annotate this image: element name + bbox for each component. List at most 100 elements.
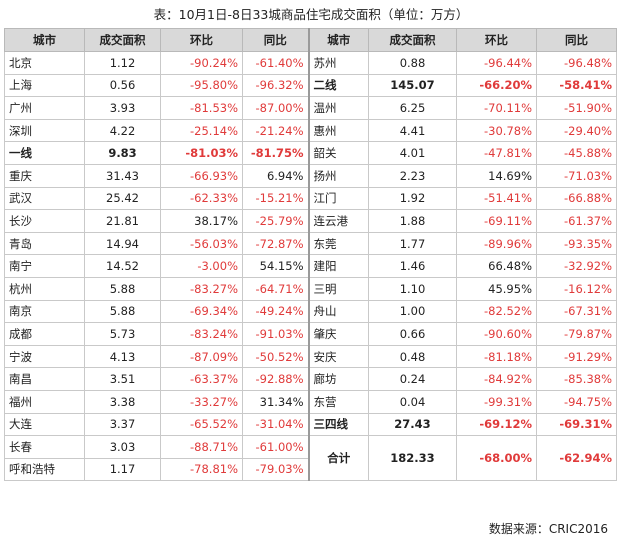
table-row: 青岛 14.94 -56.03% -72.87% 东莞 1.77 -89.96% -93.35… <box>4 231 617 256</box>
cell-yoy-left: -15.21% <box>242 186 309 211</box>
table-body: 北京 1.12 -90.24% -61.40% 苏州 0.88 -96.44% -96.48%… <box>4 51 617 482</box>
data-source-note: 数据来源：CRIC2016 <box>488 522 608 536</box>
cell-area-left: 3.03 <box>84 435 161 459</box>
cell-area-left: 14.94 <box>84 231 161 256</box>
cell-area-left: 14.52 <box>84 254 161 278</box>
cell-area-left: 4.13 <box>84 344 161 369</box>
cell-city-left: 上海 <box>4 73 85 98</box>
cell-yoy-right: -45.88% <box>536 141 617 165</box>
cell-area-left: 1.17 <box>84 457 161 482</box>
cell-city-left: 南京 <box>4 299 85 324</box>
cell-area-right: 2.23 <box>368 163 457 188</box>
cell-mom-right: -89.96% <box>456 231 537 256</box>
cell-mom-left: -90.24% <box>160 51 243 75</box>
cell-yoy-right: -67.31% <box>536 299 617 324</box>
cell-city-left: 青岛 <box>4 231 85 256</box>
table-header-row: 城市 成交面积 环比 同比 城市 成交面积 环比 同比 <box>4 28 617 52</box>
table-row: 杭州 5.88 -83.27% -64.71% 三明 1.10 45.95% -16.12% <box>4 276 617 301</box>
cell-area-right: 0.48 <box>368 344 457 369</box>
table-row: 成都 5.73 -83.24% -91.03% 肇庆 0.66 -90.60% -79.87% <box>4 322 617 346</box>
cell-area-right: 4.01 <box>368 141 457 165</box>
cell-mom-right: -30.78% <box>456 118 537 143</box>
cell-city-right: 建阳 <box>307 254 369 278</box>
cell-mom-right: 14.69% <box>456 163 537 188</box>
cell-city-right: 苏州 <box>307 51 369 75</box>
cell-yoy-right: -96.48% <box>536 51 617 75</box>
cell-yoy-left: -91.03% <box>242 322 309 346</box>
cell-area-right: 1.00 <box>368 299 457 324</box>
cell-city-right: 二线 <box>307 73 369 98</box>
cell-city-right: 合计 <box>307 435 369 482</box>
cell-area-right: 1.77 <box>368 231 457 256</box>
cell-city-left: 北京 <box>4 51 85 75</box>
cell-area-right: 1.92 <box>368 186 457 211</box>
cell-area-left: 21.81 <box>84 209 161 233</box>
cell-mom-right: -47.81% <box>456 141 537 165</box>
cell-mom-right: -66.20% <box>456 73 537 98</box>
header-city-right: 城市 <box>307 28 369 52</box>
cell-city-left: 南宁 <box>4 254 85 278</box>
cell-yoy-right: -16.12% <box>536 276 617 301</box>
cell-mom-left: -83.27% <box>160 276 243 301</box>
table-row: 深圳 4.22 -25.14% -21.24% 惠州 4.41 -30.78% -29.40% <box>4 118 617 143</box>
table-row: 福州 3.38 -33.27% 31.34% 东营 0.04 -99.31% -94.75% <box>4 389 617 414</box>
cell-mom-left: -65.52% <box>160 412 243 437</box>
cell-mom-left: -83.24% <box>160 322 243 346</box>
cell-yoy-left: -49.24% <box>242 299 309 324</box>
cell-mom-left: -25.14% <box>160 118 243 143</box>
cell-area-left: 3.38 <box>84 389 161 414</box>
cell-city-right: 廊坊 <box>307 367 369 391</box>
cell-yoy-right: -69.31% <box>536 412 617 437</box>
table-row: 北京 1.12 -90.24% -61.40% 苏州 0.88 -96.44% -96.48% <box>4 51 617 75</box>
cell-mom-left: -81.03% <box>160 141 243 165</box>
cell-area-left: 3.37 <box>84 412 161 437</box>
cell-city-right: 安庆 <box>307 344 369 369</box>
cell-city-right: 江门 <box>307 186 369 211</box>
header-yoy-left: 同比 <box>242 28 309 52</box>
cell-yoy-right: -93.35% <box>536 231 617 256</box>
cell-mom-right: -70.11% <box>456 96 537 120</box>
cell-area-left: 0.56 <box>84 73 161 98</box>
cell-yoy-left: -64.71% <box>242 276 309 301</box>
cell-city-left: 南昌 <box>4 367 85 391</box>
cell-area-left: 3.51 <box>84 367 161 391</box>
table-row: 长沙 21.81 38.17% -25.79% 连云港 1.88 -69.11% -61.37… <box>4 209 617 233</box>
cell-city-left: 成都 <box>4 322 85 346</box>
cell-yoy-left: 54.15% <box>242 254 309 278</box>
cell-city-left: 一线 <box>4 141 85 165</box>
cell-city-left: 福州 <box>4 389 85 414</box>
cell-mom-left: -69.34% <box>160 299 243 324</box>
cell-area-left: 25.42 <box>84 186 161 211</box>
cell-yoy-left: 6.94% <box>242 163 309 188</box>
cell-area-right: 6.25 <box>368 96 457 120</box>
cell-city-left: 长春 <box>4 435 85 459</box>
cell-area-right: 145.07 <box>368 73 457 98</box>
cell-yoy-left: -87.00% <box>242 96 309 120</box>
cell-city-right: 肇庆 <box>307 322 369 346</box>
cell-area-right: 1.10 <box>368 276 457 301</box>
table-row: 宁波 4.13 -87.09% -50.52% 安庆 0.48 -81.18% -91.29% <box>4 344 617 369</box>
cell-area-right: 0.88 <box>368 51 457 75</box>
cell-area-right: 0.24 <box>368 367 457 391</box>
cell-mom-right: -82.52% <box>456 299 537 324</box>
cell-area-left: 1.12 <box>84 51 161 75</box>
cell-mom-left: -95.80% <box>160 73 243 98</box>
cell-city-right: 温州 <box>307 96 369 120</box>
cell-city-right: 东莞 <box>307 231 369 256</box>
header-yoy-right: 同比 <box>536 28 617 52</box>
cell-yoy-left: -81.75% <box>242 141 309 165</box>
cell-yoy-left: -25.79% <box>242 209 309 233</box>
cell-mom-right: -51.41% <box>456 186 537 211</box>
cell-city-right: 韶关 <box>307 141 369 165</box>
cell-yoy-left: -31.04% <box>242 412 309 437</box>
cell-area-right: 4.41 <box>368 118 457 143</box>
cell-mom-left: -33.27% <box>160 389 243 414</box>
cell-yoy-right: -61.37% <box>536 209 617 233</box>
cell-city-right: 连云港 <box>307 209 369 233</box>
header-mom-right: 环比 <box>456 28 537 52</box>
cell-yoy-left: -72.87% <box>242 231 309 256</box>
table-row: 重庆 31.43 -66.93% 6.94% 扬州 2.23 14.69% -71.03% <box>4 163 617 188</box>
cell-yoy-left: -61.40% <box>242 51 309 75</box>
cell-yoy-right: -85.38% <box>536 367 617 391</box>
cell-city-left: 杭州 <box>4 276 85 301</box>
